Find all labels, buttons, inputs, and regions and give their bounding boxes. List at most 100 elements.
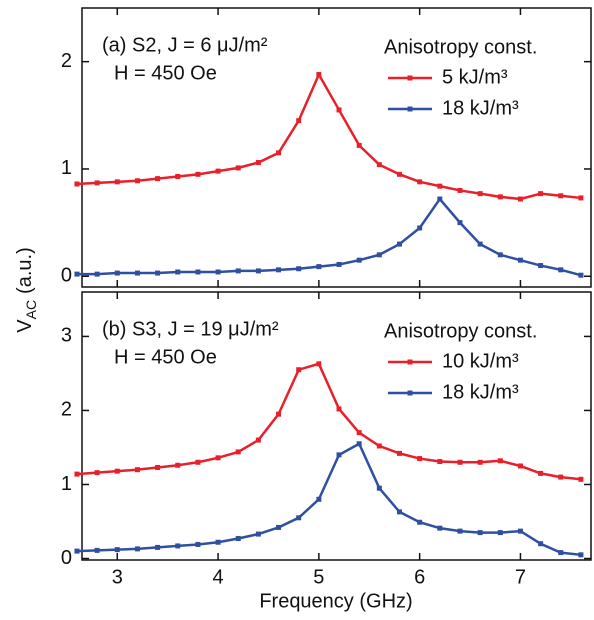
data-point [356, 441, 362, 447]
data-point [276, 411, 282, 417]
data-point [195, 459, 201, 465]
data-point [437, 183, 443, 189]
annotation: (a) S2, J = 6 μJ/m² [102, 34, 268, 56]
data-point [175, 173, 181, 179]
x-tick-label: 4 [213, 566, 224, 588]
legend-title: Anisotropy const. [384, 36, 537, 58]
data-point [155, 270, 161, 276]
data-point [175, 543, 181, 549]
data-point [376, 485, 382, 491]
data-point [437, 459, 443, 465]
data-point [376, 162, 382, 168]
data-point [336, 261, 342, 267]
data-point [94, 470, 100, 476]
data-point [94, 271, 100, 277]
data-point [437, 525, 443, 531]
annotation: H = 450 Oe [114, 62, 217, 84]
data-point [457, 220, 463, 226]
data-point [195, 269, 201, 275]
plot-frame [81, 291, 592, 561]
data-point [558, 267, 564, 273]
data-point [396, 509, 402, 515]
data-point [296, 266, 302, 272]
data-point [114, 468, 120, 474]
legend-marker [407, 359, 413, 365]
data-point [517, 528, 523, 534]
legend-marker [407, 390, 413, 396]
x-tick-label: 5 [313, 566, 324, 588]
data-point [578, 195, 584, 201]
data-point [356, 430, 362, 436]
data-point [538, 541, 544, 547]
data-point [336, 406, 342, 412]
data-point [316, 361, 322, 367]
data-point [215, 539, 221, 545]
data-point [296, 118, 302, 124]
y-tick-label: 2 [61, 399, 72, 421]
data-point [497, 530, 503, 536]
legend-label: 10 kJ/m³ [442, 350, 519, 372]
data-point [296, 515, 302, 521]
data-point [538, 263, 544, 269]
data-point [517, 463, 523, 469]
data-point [155, 544, 161, 550]
data-point [517, 196, 523, 202]
data-point [376, 443, 382, 449]
data-point [497, 194, 503, 200]
data-point [316, 72, 322, 78]
legend-title: Anisotropy const. [384, 320, 537, 342]
series-line [76, 442, 582, 557]
data-point [417, 179, 423, 185]
data-point [235, 536, 241, 542]
y-label-sub: AC [23, 300, 39, 319]
data-point [195, 171, 201, 177]
data-point [255, 160, 261, 166]
data-point [396, 241, 402, 247]
x-axis-label: Frequency (GHz) [259, 590, 412, 612]
legend-label: 5 kJ/m³ [442, 66, 508, 88]
data-point [235, 165, 241, 171]
data-point [316, 496, 322, 502]
data-point [296, 367, 302, 373]
data-point [276, 267, 282, 273]
data-point [477, 530, 483, 536]
data-point [477, 241, 483, 247]
legend-label: 18 kJ/m³ [442, 97, 519, 119]
y-tick-label: 0 [61, 265, 72, 287]
data-point [457, 187, 463, 193]
data-point [558, 193, 564, 199]
data-point [578, 476, 584, 482]
data-point [336, 452, 342, 458]
series-line [76, 196, 582, 277]
x-tick-label: 6 [414, 566, 425, 588]
data-point [235, 268, 241, 274]
data-point [114, 547, 120, 553]
y-tick-label: 1 [61, 157, 72, 179]
data-point [356, 142, 362, 148]
data-point [215, 455, 221, 461]
data-point [74, 471, 80, 477]
legend-label: 18 kJ/m³ [442, 381, 519, 403]
data-point [538, 470, 544, 476]
data-point [134, 546, 140, 552]
data-point [497, 458, 503, 464]
data-point [195, 541, 201, 547]
data-point [215, 168, 221, 174]
x-tick-label: 3 [112, 566, 123, 588]
plot-frame [81, 7, 592, 288]
y-axis-label: VAC (a.u.) [14, 247, 38, 332]
data-point [437, 196, 443, 202]
annotation: H = 450 Oe [114, 346, 217, 368]
data-point [74, 548, 80, 554]
data-point [538, 191, 544, 197]
y-tick-label: 3 [61, 325, 72, 347]
series-line [76, 362, 582, 481]
data-point [477, 459, 483, 465]
data-point [457, 528, 463, 534]
data-point [417, 519, 423, 525]
data-point [255, 268, 261, 274]
data-point [497, 252, 503, 258]
data-point [558, 550, 564, 556]
series-line [76, 71, 582, 201]
